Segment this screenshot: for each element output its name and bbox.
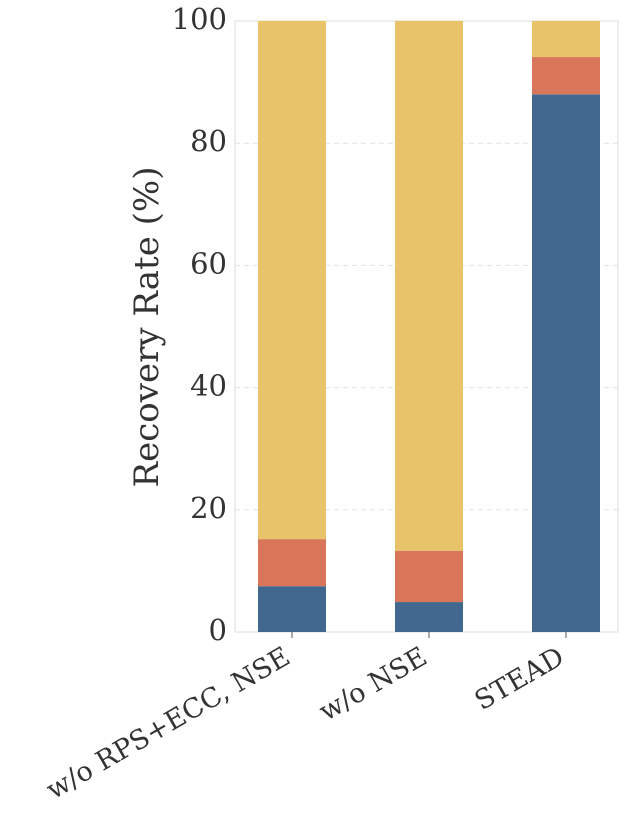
bar-segment xyxy=(395,21,463,551)
x-tick-label: w/o NSE xyxy=(314,641,432,727)
bar-segment xyxy=(532,21,600,58)
bar-segment xyxy=(395,602,463,632)
bar-segment xyxy=(395,550,463,603)
bar-segment xyxy=(532,57,600,95)
x-tick-label: w/o RPS+ECC, NSE xyxy=(41,641,295,806)
y-tick-label: 60 xyxy=(190,246,227,280)
y-tick-label: 100 xyxy=(172,2,227,36)
y-axis-label: Recovery Rate (%) xyxy=(127,167,167,488)
y-tick-label: 40 xyxy=(190,369,227,403)
x-tick-label: STEAD xyxy=(470,641,570,717)
bar-segment xyxy=(258,539,326,587)
y-tick-label: 20 xyxy=(190,491,227,525)
bar-segment xyxy=(258,586,326,632)
y-tick-label: 80 xyxy=(190,124,227,158)
bar-segment xyxy=(258,21,326,540)
y-tick-label: 0 xyxy=(209,613,227,647)
bar-segment xyxy=(532,94,600,632)
